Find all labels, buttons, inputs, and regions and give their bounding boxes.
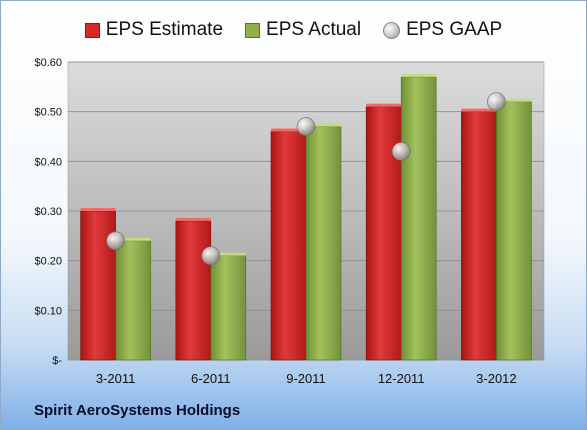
y-tick-label: $0.10	[34, 305, 62, 317]
point-eps-gaap	[106, 231, 125, 251]
bar-eps-actual	[305, 126, 342, 361]
gaap-points	[106, 92, 506, 265]
legend-label-eps-estimate: EPS Estimate	[105, 19, 224, 40]
bar-top-eps-actual	[401, 73, 437, 77]
x-tick-label: 3-2012	[476, 371, 516, 386]
x-tick-label: 12-2011	[378, 371, 425, 386]
bar-top-eps-estimate	[271, 128, 306, 132]
x-axis: 3-2011 6-2011 9-2011 12-2011 3-2012	[96, 371, 517, 386]
bars	[80, 73, 532, 361]
bar-top-eps-actual	[306, 123, 341, 127]
legend-swatch-eps-actual	[245, 22, 261, 38]
legend: EPS Estimate EPS Actual EPS GAAP	[1, 15, 586, 45]
y-axis: $- $0.10 $0.20 $0.30 $0.40 $0.50 $0.60	[34, 57, 62, 367]
legend-item-eps-estimate: EPS Estimate	[84, 19, 224, 41]
company-name: Spirit AeroSystems Holdings	[34, 402, 241, 419]
bar-top-eps-estimate	[175, 217, 211, 221]
x-tick-label: 3-2011	[96, 371, 136, 386]
x-tick-label: 6-2011	[191, 371, 231, 386]
legend-item-eps-gaap: EPS GAAP	[383, 19, 502, 41]
bar-eps-actual	[496, 101, 532, 361]
legend-swatch-eps-estimate	[84, 22, 100, 38]
legend-label-eps-actual: EPS Actual	[266, 19, 362, 40]
bar-eps-estimate	[175, 220, 212, 361]
y-tick-label: $0.50	[34, 107, 62, 119]
legend-swatch-eps-gaap	[383, 21, 401, 39]
y-tick-label: $0.40	[34, 156, 62, 168]
y-tick-label: $0.60	[34, 57, 62, 69]
bar-eps-actual	[115, 240, 151, 361]
y-tick-label: $-	[52, 355, 62, 367]
point-eps-gaap	[487, 92, 506, 112]
legend-label-eps-gaap: EPS GAAP	[406, 19, 503, 40]
point-eps-gaap	[201, 246, 221, 265]
bar-top-eps-actual	[115, 237, 151, 241]
bar-eps-estimate	[270, 131, 307, 361]
bar-top-eps-actual	[496, 98, 532, 102]
y-tick-label: $0.30	[34, 206, 62, 218]
point-eps-gaap	[391, 142, 411, 161]
bar-eps-actual	[400, 76, 437, 361]
bar-eps-estimate	[461, 111, 497, 361]
point-eps-gaap	[296, 117, 316, 136]
y-tick-label: $0.20	[34, 256, 62, 268]
bar-top-eps-estimate	[80, 208, 116, 211]
legend-item-eps-actual: EPS Actual	[245, 19, 361, 41]
bar-top-eps-actual	[210, 252, 246, 256]
bar-top-eps-estimate	[461, 108, 497, 112]
x-tick-label: 9-2011	[286, 371, 326, 386]
bar-top-eps-estimate	[366, 103, 402, 107]
bar-eps-actual	[210, 255, 247, 361]
